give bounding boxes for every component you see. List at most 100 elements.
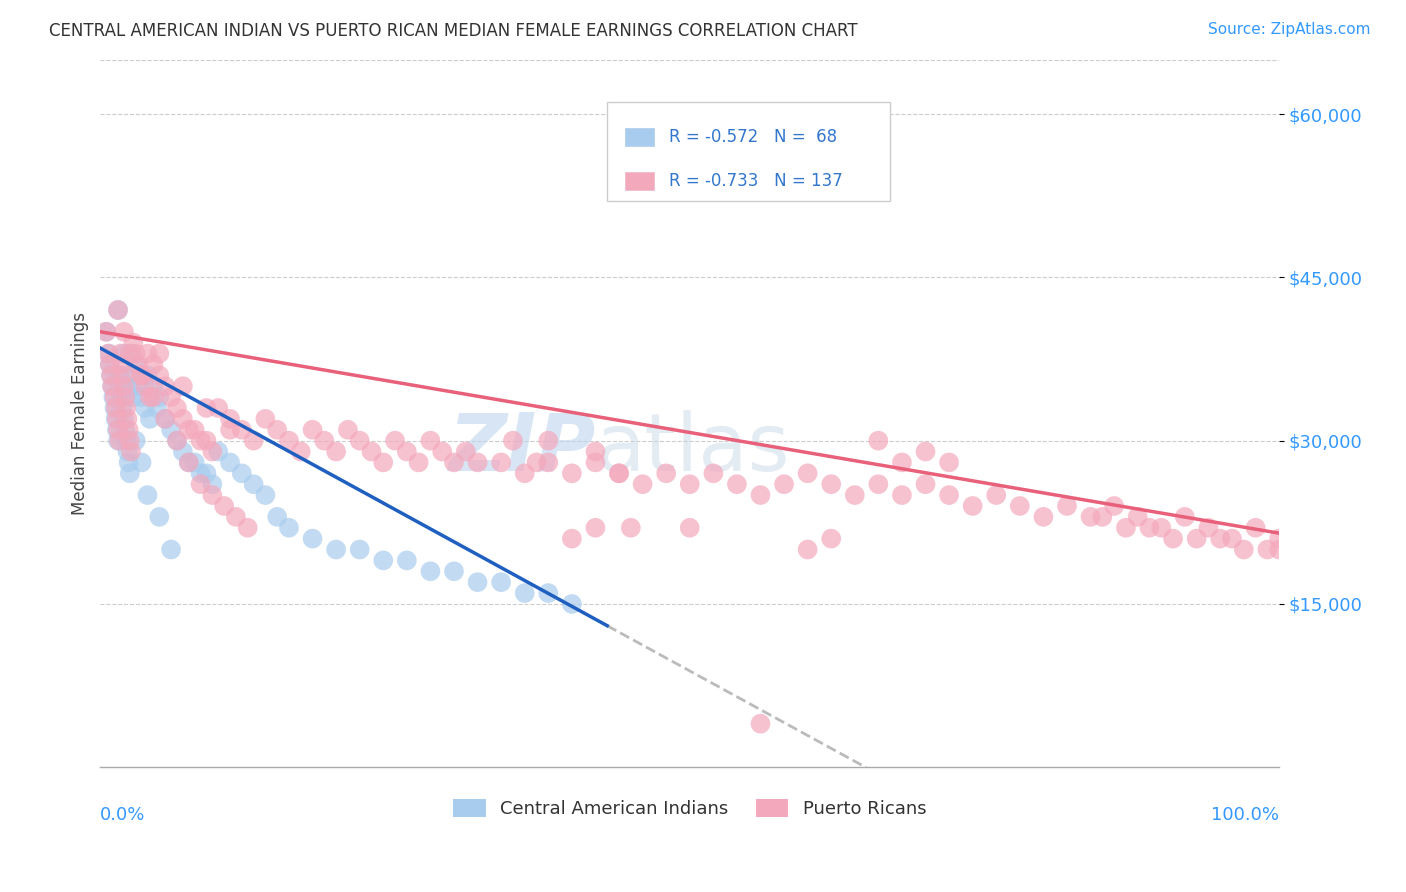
Point	[146, 401, 169, 415]
Point	[796, 467, 818, 481]
Point	[134, 379, 156, 393]
Point	[115, 401, 138, 415]
Point	[112, 325, 135, 339]
Point	[336, 423, 359, 437]
Point	[190, 434, 212, 448]
Point	[620, 521, 643, 535]
Point	[97, 346, 120, 360]
Point	[148, 368, 170, 383]
Point	[467, 575, 489, 590]
Point	[142, 390, 165, 404]
Point	[278, 521, 301, 535]
Point	[679, 521, 702, 535]
Point	[290, 444, 312, 458]
Point	[443, 455, 465, 469]
Text: 100.0%: 100.0%	[1211, 806, 1279, 824]
Point	[1174, 509, 1197, 524]
Point	[118, 379, 141, 393]
Legend: Central American Indians, Puerto Ricans: Central American Indians, Puerto Ricans	[446, 792, 934, 825]
Point	[231, 423, 253, 437]
Point	[103, 390, 125, 404]
Point	[1256, 542, 1278, 557]
Point	[120, 346, 142, 360]
Point	[820, 532, 842, 546]
Point	[986, 488, 1008, 502]
Point	[115, 434, 138, 448]
Point	[122, 335, 145, 350]
Point	[1102, 499, 1125, 513]
Point	[773, 477, 796, 491]
Point	[537, 586, 560, 600]
Point	[118, 434, 141, 448]
Point	[301, 423, 323, 437]
Point	[1185, 532, 1208, 546]
Point	[349, 434, 371, 448]
Point	[1268, 542, 1291, 557]
Point	[408, 455, 430, 469]
Point	[125, 346, 148, 360]
Point	[432, 444, 454, 458]
Point	[103, 390, 125, 404]
Point	[1080, 509, 1102, 524]
Point	[153, 379, 176, 393]
Point	[1032, 509, 1054, 524]
Point	[172, 379, 194, 393]
Point	[101, 379, 124, 393]
Point	[105, 423, 128, 437]
Point	[125, 434, 148, 448]
Point	[201, 444, 224, 458]
Point	[373, 455, 395, 469]
Bar	[607, 102, 890, 201]
Point	[195, 401, 218, 415]
Point	[166, 401, 188, 415]
Point	[890, 455, 912, 469]
Point	[749, 716, 772, 731]
Point	[796, 542, 818, 557]
Point	[1244, 521, 1267, 535]
Point	[212, 499, 235, 513]
Point	[513, 467, 536, 481]
Point	[98, 358, 121, 372]
Point	[105, 412, 128, 426]
Point	[104, 401, 127, 415]
Point	[219, 412, 242, 426]
Text: atlas: atlas	[596, 409, 790, 488]
Point	[139, 412, 162, 426]
Point	[1220, 532, 1243, 546]
Point	[266, 423, 288, 437]
Point	[325, 444, 347, 458]
Point	[242, 434, 264, 448]
Point	[314, 434, 336, 448]
Point	[561, 467, 583, 481]
Point	[1091, 509, 1114, 524]
Point	[114, 423, 136, 437]
Point	[111, 401, 134, 415]
Point	[254, 488, 277, 502]
Point	[419, 564, 441, 578]
Point	[148, 346, 170, 360]
Point	[1056, 499, 1078, 513]
Point	[537, 455, 560, 469]
Point	[749, 488, 772, 502]
Point	[121, 368, 143, 383]
Point	[118, 346, 141, 360]
Point	[219, 455, 242, 469]
Point	[914, 477, 936, 491]
Point	[454, 444, 477, 458]
Point	[254, 412, 277, 426]
Point	[110, 379, 132, 393]
Point	[938, 488, 960, 502]
Point	[107, 303, 129, 318]
Point	[561, 597, 583, 611]
Point	[177, 423, 200, 437]
Point	[97, 346, 120, 360]
Point	[938, 455, 960, 469]
Point	[526, 455, 548, 469]
Point	[122, 390, 145, 404]
Point	[96, 325, 118, 339]
Point	[110, 358, 132, 372]
Point	[868, 477, 890, 491]
Point	[395, 553, 418, 567]
Point	[134, 401, 156, 415]
Point	[373, 553, 395, 567]
